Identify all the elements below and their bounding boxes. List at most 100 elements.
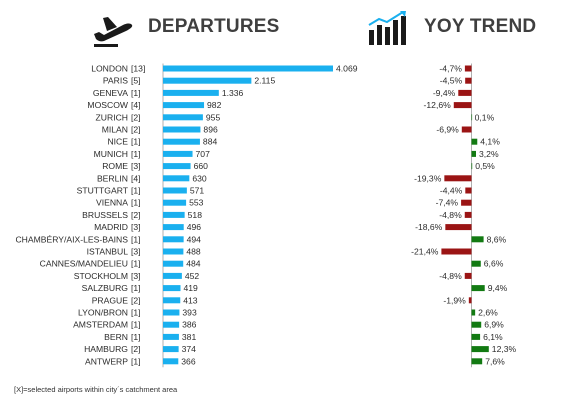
trend-bar: [471, 333, 481, 340]
trend-value-label: 6,6%: [484, 259, 504, 269]
airport-count-label: [1]: [131, 137, 141, 147]
trend-value-label: 4,1%: [480, 137, 500, 147]
departures-bar: [163, 309, 180, 316]
departures-value-label: 1.336: [222, 88, 244, 98]
city-label: ROME: [102, 161, 128, 171]
trend-value-label: -4,8%: [439, 210, 462, 220]
departures-bar: [163, 248, 184, 255]
departures-value-label: 630: [192, 173, 207, 183]
departures-value-label: 660: [194, 161, 209, 171]
departures-bar: [163, 211, 185, 218]
departures-bar: [163, 102, 205, 109]
trend-bar: [465, 187, 472, 194]
airport-count-label: [1]: [131, 283, 141, 293]
airport-count-label: [1]: [131, 308, 141, 318]
bar-chart-trend-icon: [368, 11, 406, 45]
trend-bar: [471, 346, 489, 353]
airport-count-label: [1]: [131, 186, 141, 196]
airport-count-label: [3]: [131, 222, 141, 232]
departures-bar: [163, 65, 333, 72]
city-label: MOSCOW: [87, 100, 128, 110]
airport-count-label: [4]: [131, 100, 141, 110]
trend-bar: [471, 114, 473, 121]
trend-bar: [461, 126, 472, 133]
departures-value-label: 484: [186, 259, 201, 269]
trend-value-label: -4,5%: [440, 76, 463, 86]
airport-count-label: [1]: [131, 259, 141, 269]
airport-count-label: [4]: [131, 173, 141, 183]
trend-bar: [458, 89, 472, 96]
city-label: AMSTERDAM: [73, 320, 128, 330]
city-label: PRAGUE: [92, 295, 129, 305]
departures-bar: [163, 163, 191, 170]
city-label: MILAN: [102, 125, 128, 135]
departures-bar: [163, 346, 179, 353]
departures-value-label: 955: [206, 112, 221, 122]
departures-value-label: 4.069: [336, 64, 358, 74]
city-label: STUTTGART: [77, 186, 129, 196]
city-label: HAMBURG: [84, 344, 128, 354]
trend-value-label: 12,3%: [492, 344, 517, 354]
departures-bar: [163, 333, 179, 340]
trend-bar: [464, 272, 472, 279]
trend-bar: [471, 163, 473, 170]
trend-bar: [461, 199, 472, 206]
trend-value-label: 7,6%: [485, 356, 505, 366]
airport-count-label: [2]: [131, 295, 141, 305]
trend-bar: [471, 260, 481, 267]
departures-bar: [163, 272, 182, 279]
airport-count-label: [2]: [131, 125, 141, 135]
trend-value-label: 0,5%: [475, 161, 495, 171]
departures-bar: [163, 126, 201, 133]
airport-count-label: [1]: [131, 198, 141, 208]
airport-count-label: [3]: [131, 161, 141, 171]
airport-count-label: [1]: [131, 356, 141, 366]
departures-bar: [163, 297, 181, 304]
trend-value-label: -21,4%: [411, 247, 439, 257]
trend-bar: [468, 297, 472, 304]
departures-bar: [163, 236, 184, 243]
departures-bar: [163, 321, 180, 328]
city-label: VIENNA: [96, 198, 128, 208]
departures-bar: [163, 150, 193, 157]
city-label: ISTANBUL: [87, 247, 129, 257]
departures-bar: [163, 114, 203, 121]
departures-bar: [163, 285, 181, 292]
city-label: LYON/BRON: [78, 308, 128, 318]
airport-count-label: [1]: [131, 234, 141, 244]
airport-count-label: [2]: [131, 210, 141, 220]
trend-value-label: 6,1%: [483, 332, 503, 342]
departures-value-label: 419: [184, 283, 199, 293]
city-label: LONDON: [91, 64, 128, 74]
trend-bar: [471, 309, 476, 316]
city-label: BERN: [104, 332, 128, 342]
city-label: BERLIN: [97, 173, 128, 183]
trend-value-label: -18,6%: [415, 222, 443, 232]
trend-bar: [445, 224, 472, 231]
city-label: BRUSSELS: [82, 210, 128, 220]
city-label: CHAMBÉRY/AIX-LES-BAINS: [15, 234, 128, 244]
departures-value-label: 884: [203, 137, 218, 147]
departures-value-label: 982: [207, 100, 222, 110]
departures-value-label: 366: [181, 356, 196, 366]
trend-bar: [444, 175, 472, 182]
departures-bar: [163, 260, 184, 267]
departures-value-label: 707: [196, 149, 211, 159]
trend-value-label: -9,4%: [433, 88, 456, 98]
departures-bar: [163, 358, 179, 365]
departures-value-label: 452: [185, 271, 200, 281]
trend-bar: [471, 358, 483, 365]
trend-value-label: -7,4%: [436, 198, 459, 208]
departures-value-label: 386: [182, 320, 197, 330]
trend-value-label: 8,6%: [487, 234, 507, 244]
trend-value-label: -4,8%: [439, 271, 462, 281]
city-label: CANNES/MANDELIEU: [40, 259, 128, 269]
city-label: NICE: [107, 137, 128, 147]
trend-bar: [465, 77, 472, 84]
trend-bar: [441, 248, 472, 255]
trend-bar: [471, 321, 482, 328]
trend-value-label: 9,4%: [488, 283, 508, 293]
city-label: MUNICH: [94, 149, 128, 159]
departures-title: DEPARTURES: [148, 16, 280, 37]
